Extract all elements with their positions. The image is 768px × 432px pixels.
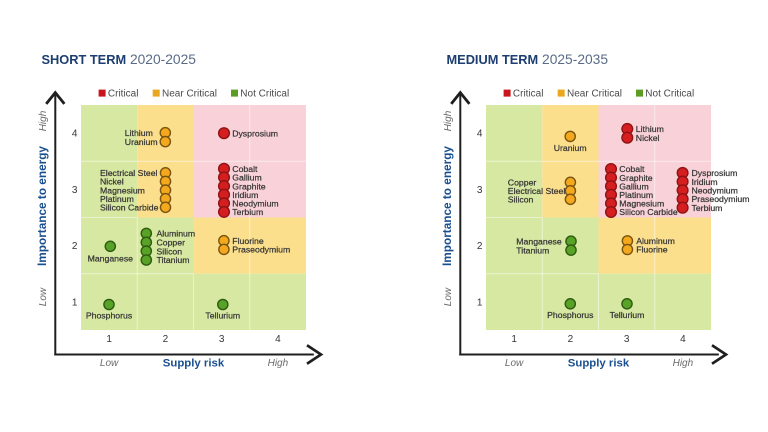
svg-text:Graphite: Graphite: [232, 181, 265, 191]
svg-text:Iridium: Iridium: [232, 190, 258, 200]
svg-text:Low: Low: [443, 287, 454, 306]
svg-text:Lithium: Lithium: [125, 128, 153, 138]
svg-text:Manganese: Manganese: [88, 253, 134, 263]
svg-text:Gallium: Gallium: [232, 173, 261, 183]
svg-text:Near Critical: Near Critical: [162, 88, 217, 99]
svg-text:4: 4: [275, 334, 281, 345]
svg-text:Aluminum: Aluminum: [157, 229, 196, 239]
svg-text:Uranium: Uranium: [554, 143, 587, 153]
svg-text:4: 4: [72, 129, 78, 140]
svg-text:3: 3: [72, 185, 78, 196]
svg-text:Graphite: Graphite: [619, 173, 652, 183]
svg-text:Neodymium: Neodymium: [232, 199, 278, 209]
svg-text:Low: Low: [505, 358, 524, 369]
svg-text:Critical: Critical: [108, 88, 139, 99]
svg-text:2: 2: [477, 241, 483, 252]
svg-text:3: 3: [624, 334, 630, 345]
svg-text:Phosphorus: Phosphorus: [86, 311, 133, 321]
svg-text:1: 1: [72, 298, 78, 309]
svg-text:High: High: [673, 358, 694, 369]
svg-text:Low: Low: [100, 358, 119, 369]
svg-text:2: 2: [568, 334, 574, 345]
svg-text:Nickel: Nickel: [100, 177, 124, 187]
svg-text:Supply risk: Supply risk: [568, 358, 630, 370]
svg-text:1: 1: [106, 334, 112, 345]
svg-text:3: 3: [219, 334, 225, 345]
svg-text:MEDIUM TERM 2025-2035: MEDIUM TERM 2025-2035: [447, 52, 609, 67]
svg-text:Magnesium: Magnesium: [619, 199, 664, 209]
svg-text:Not Critical: Not Critical: [645, 88, 694, 99]
svg-text:Low: Low: [38, 287, 49, 306]
svg-text:Phosphorus: Phosphorus: [547, 310, 594, 320]
svg-text:Aluminum: Aluminum: [636, 236, 675, 246]
svg-text:Praseodymium: Praseodymium: [232, 245, 290, 255]
svg-text:Fluorine: Fluorine: [232, 236, 264, 246]
svg-text:High: High: [38, 110, 49, 131]
svg-text:Titanium: Titanium: [157, 255, 190, 265]
svg-text:Terbium: Terbium: [692, 203, 723, 213]
svg-text:Praseodymium: Praseodymium: [692, 194, 750, 204]
svg-text:Manganese: Manganese: [516, 236, 562, 246]
svg-text:Magnesium: Magnesium: [100, 185, 145, 195]
svg-text:4: 4: [680, 334, 686, 345]
svg-text:Silicon Carbide: Silicon Carbide: [619, 207, 678, 217]
svg-text:Critical: Critical: [513, 88, 544, 99]
svg-text:Gallium: Gallium: [619, 181, 648, 191]
svg-text:Platinum: Platinum: [100, 194, 134, 204]
svg-text:Silicon Carbide: Silicon Carbide: [100, 203, 159, 213]
svg-text:Silicon: Silicon: [508, 195, 534, 205]
svg-text:Neodymium: Neodymium: [692, 186, 738, 196]
svg-text:High: High: [443, 110, 454, 131]
svg-text:Tellurium: Tellurium: [610, 310, 645, 320]
svg-text:Copper: Copper: [157, 238, 186, 248]
svg-text:Cobalt: Cobalt: [232, 164, 258, 174]
svg-text:2: 2: [72, 241, 78, 252]
svg-text:High: High: [268, 358, 289, 369]
svg-text:Iridium: Iridium: [692, 177, 718, 187]
svg-text:Tellurium: Tellurium: [205, 311, 240, 321]
svg-text:Dysprosium: Dysprosium: [232, 128, 278, 138]
svg-text:Nickel: Nickel: [636, 133, 660, 143]
svg-text:Importance to energy: Importance to energy: [35, 146, 49, 266]
svg-text:Copper: Copper: [508, 178, 537, 188]
svg-text:Platinum: Platinum: [619, 190, 653, 200]
svg-text:Silicon: Silicon: [157, 246, 183, 256]
svg-text:Not Critical: Not Critical: [240, 88, 289, 99]
svg-text:Electrical Steel: Electrical Steel: [508, 186, 566, 196]
svg-text:1: 1: [511, 334, 517, 345]
svg-text:Uranium: Uranium: [125, 137, 158, 147]
svg-text:Dysprosium: Dysprosium: [692, 168, 738, 178]
svg-text:Importance to energy: Importance to energy: [440, 146, 454, 266]
svg-text:4: 4: [477, 129, 483, 140]
svg-text:Cobalt: Cobalt: [619, 164, 645, 174]
svg-text:Fluorine: Fluorine: [636, 245, 668, 255]
svg-text:Titanium: Titanium: [516, 245, 549, 255]
svg-text:SHORT TERM 2020-2025: SHORT TERM 2020-2025: [42, 52, 197, 67]
svg-text:Terbium: Terbium: [232, 207, 263, 217]
svg-text:Near Critical: Near Critical: [567, 88, 622, 99]
svg-text:2: 2: [163, 334, 169, 345]
svg-text:3: 3: [477, 185, 483, 196]
svg-text:Lithium: Lithium: [636, 124, 664, 134]
svg-text:1: 1: [477, 298, 483, 309]
svg-text:Supply risk: Supply risk: [163, 358, 225, 370]
svg-text:Electrical Steel: Electrical Steel: [100, 168, 158, 178]
